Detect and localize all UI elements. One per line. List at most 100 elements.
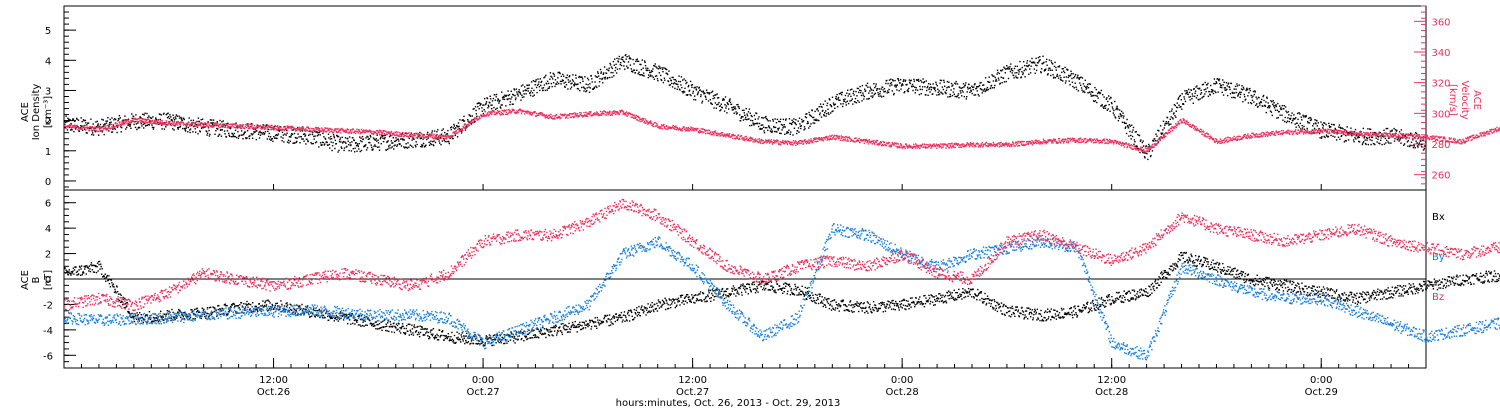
velocity-point: [741, 137, 744, 139]
density-point: [425, 144, 427, 146]
density-point: [155, 119, 158, 121]
density-point: [70, 122, 72, 125]
density-point: [1154, 138, 1156, 140]
density-point: [785, 118, 787, 120]
velocity-point: [669, 126, 671, 128]
density-point: [830, 104, 832, 107]
density-point: [914, 92, 916, 94]
density-point: [238, 135, 240, 138]
density-point: [1080, 84, 1082, 86]
density-point: [1073, 77, 1075, 79]
density-point: [1073, 87, 1075, 89]
density-point: [542, 89, 544, 92]
density-point: [1376, 135, 1379, 137]
density-point: [869, 90, 871, 92]
velocity-point: [188, 121, 190, 123]
density-point: [1024, 76, 1026, 78]
density-point: [305, 143, 307, 145]
velocity-point: [938, 144, 940, 146]
density-point: [1199, 98, 1201, 100]
velocity-point: [782, 139, 784, 142]
density-point: [517, 95, 519, 97]
density-point: [379, 138, 382, 140]
density-point: [467, 120, 469, 122]
velocity-point: [744, 136, 746, 138]
density-point: [762, 117, 764, 119]
density-point: [846, 100, 848, 102]
density-point: [310, 142, 312, 144]
velocity-point: [734, 137, 736, 140]
density-point: [172, 114, 174, 116]
velocity-point: [104, 128, 106, 130]
density-point: [983, 88, 986, 90]
density-point: [339, 137, 342, 139]
density-point: [367, 136, 369, 138]
density-point: [149, 116, 151, 119]
density-point: [1290, 117, 1292, 120]
velocity-point: [487, 115, 490, 117]
density-point: [825, 110, 827, 112]
density-point: [1074, 74, 1077, 76]
density-point: [802, 120, 805, 122]
density-point: [640, 68, 643, 71]
density-point: [657, 80, 659, 82]
density-point: [813, 116, 815, 119]
density-point: [1200, 92, 1203, 94]
density-point: [866, 82, 869, 84]
density-point: [518, 91, 520, 93]
density-point: [115, 118, 117, 121]
density-point: [870, 88, 872, 90]
density-point: [1210, 89, 1213, 91]
velocity-point: [734, 134, 736, 137]
velocity-point: [569, 113, 571, 115]
density-point: [1120, 114, 1122, 116]
velocity-point: [709, 133, 711, 135]
density-point: [1019, 68, 1022, 70]
density-point: [394, 144, 396, 146]
density-point: [286, 141, 289, 143]
velocity-point: [679, 128, 682, 131]
velocity-point: [879, 143, 881, 146]
velocity-point: [944, 143, 947, 145]
velocity-point: [328, 127, 331, 130]
velocity-point: [280, 129, 283, 132]
density-point: [1071, 77, 1073, 80]
density-point: [736, 112, 739, 114]
density-point: [1067, 76, 1069, 79]
velocity-point: [395, 134, 397, 136]
density-point: [942, 93, 944, 95]
density-point: [1106, 97, 1108, 99]
density-point: [823, 115, 825, 117]
density-point: [1423, 148, 1426, 150]
density-point: [613, 64, 615, 66]
density-point: [1014, 72, 1016, 74]
density-point: [707, 100, 710, 102]
density-point: [580, 76, 582, 78]
density-point: [535, 86, 538, 89]
density-point: [374, 144, 376, 146]
density-point: [1193, 88, 1195, 90]
density-point: [672, 83, 675, 85]
velocity-point: [853, 140, 855, 143]
density-point: [182, 127, 184, 130]
density-point: [813, 119, 815, 121]
density-point: [960, 92, 962, 94]
density-point: [993, 87, 995, 89]
density-point: [1271, 114, 1273, 117]
density-point: [1120, 115, 1122, 118]
density-point: [561, 79, 564, 81]
velocity-point: [167, 123, 170, 125]
density-point: [331, 145, 334, 147]
velocity-point: [262, 127, 264, 129]
density-point: [716, 93, 718, 95]
velocity-point: [903, 145, 905, 147]
velocity-point: [833, 135, 835, 138]
velocity-point: [936, 147, 938, 149]
density-point: [758, 116, 760, 118]
density-point: [741, 109, 744, 112]
density-point: [1005, 80, 1007, 83]
density-point: [746, 113, 748, 115]
density-point: [1018, 69, 1021, 71]
density-point: [931, 86, 933, 89]
velocity-point: [219, 123, 222, 125]
